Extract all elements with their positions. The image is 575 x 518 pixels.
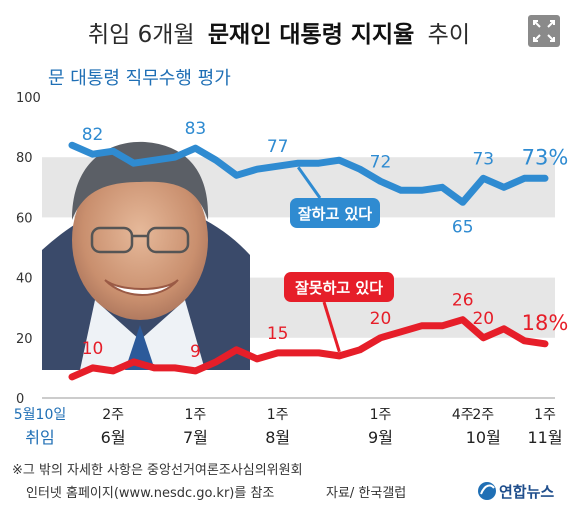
- approve-callout-pointer: [296, 166, 322, 199]
- approve-callout-box: [290, 198, 380, 228]
- title-suffix: 추이: [428, 22, 470, 48]
- expand-arrows-icon[interactable]: [528, 15, 560, 47]
- approve-value-label: 73%: [522, 145, 569, 169]
- approve-value-label: 72: [370, 152, 392, 172]
- y-tick-label: 40: [16, 272, 33, 287]
- disapprove-series-name: 잘못하고 있다: [295, 279, 383, 297]
- approve-line: [68, 141, 549, 206]
- disapprove-line: [68, 316, 549, 381]
- title-prefix: 취임 6개월: [88, 22, 195, 48]
- chart-subtitle: 문 대통령 직무수행 평가: [48, 68, 231, 89]
- portrait-photo: [42, 141, 250, 370]
- x-tick-label-bottom: 11월: [527, 428, 562, 447]
- x-tick-label-top: 4주: [452, 407, 474, 423]
- disapprove-value-label: 26: [452, 291, 474, 311]
- approve-value-label: 65: [452, 217, 474, 237]
- approve-value-label: 83: [185, 119, 207, 139]
- y-tick-label: 60: [16, 211, 33, 226]
- chart-title: 취임 6개월 문재인 대통령 지지율 추이: [88, 22, 470, 48]
- x-tick-label-top: 1주: [370, 407, 392, 423]
- source-credit: 자료/ 한국갤럽: [326, 486, 406, 501]
- disapprove-value-label: 9: [190, 342, 201, 362]
- disapprove-value-label: 20: [472, 309, 494, 329]
- y-axis: 0 20 40 60 80 100: [16, 91, 41, 407]
- title-bold: 문재인 대통령 지지율: [208, 22, 414, 48]
- disapprove-value-label: 15: [267, 324, 289, 344]
- x-tick-label-bottom: 6월: [101, 428, 126, 447]
- x-tick-label-top: 1주: [184, 407, 206, 423]
- logo-text: 연합뉴스: [499, 483, 554, 501]
- approve-series-name: 잘하고 있다: [298, 205, 372, 223]
- approve-value-label: 73: [472, 149, 494, 169]
- y-tick-label: 100: [16, 91, 41, 106]
- x-tick-label-bottom: 취임: [25, 428, 54, 447]
- y-tick-label: 80: [16, 151, 33, 166]
- disapprove-value-label: 10: [82, 339, 104, 359]
- x-tick-label-bottom: 10월: [466, 428, 501, 447]
- x-tick-label-top: 1주: [534, 407, 556, 423]
- yonhap-logo: 연합뉴스: [478, 482, 554, 501]
- x-tick-label-bottom: 7월: [183, 428, 208, 447]
- approve-value-label: 77: [267, 137, 289, 157]
- disapprove-value-label: 20: [370, 309, 392, 329]
- x-tick-label-top: 1주: [267, 407, 289, 423]
- disapprove-callout-pointer: [322, 301, 341, 353]
- y-tick-label: 0: [16, 392, 24, 407]
- x-tick-label-top: 2주: [472, 407, 494, 423]
- disapprove-callout-box: [284, 272, 394, 302]
- approve-value-label: 82: [82, 125, 104, 145]
- x-tick-label-top: 5월10일: [14, 407, 66, 423]
- x-tick-label-bottom: 9월: [368, 428, 393, 447]
- source-note-line1: ※그 밖의 자세한 사항은 중앙선거여론조사심의위원회: [12, 463, 303, 478]
- plot-lines: [68, 141, 549, 381]
- disapprove-value-label: 18%: [522, 311, 569, 335]
- x-tick-label-bottom: 8월: [265, 428, 290, 447]
- x-tick-label-top: 2주: [102, 407, 124, 423]
- y-tick-label: 20: [16, 332, 33, 347]
- source-note-line2: 인터넷 홈페이지(www.nesdc.go.kr)를 참조: [26, 486, 274, 501]
